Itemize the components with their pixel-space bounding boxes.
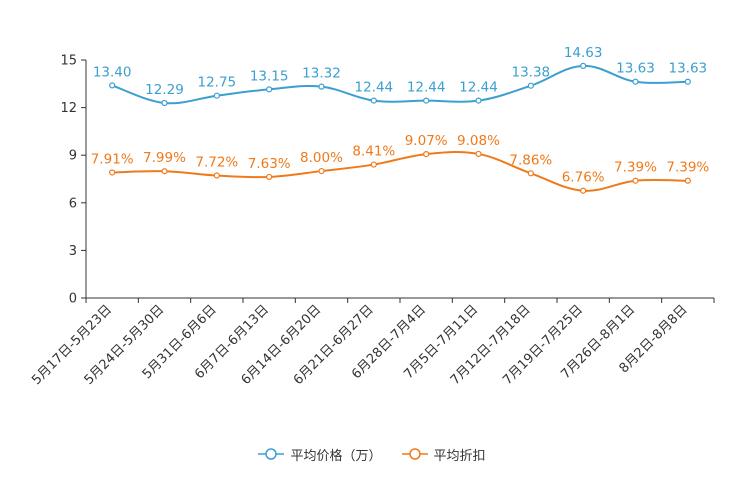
y-tick-label: 9 <box>69 149 77 164</box>
series-0-data-label: 12.44 <box>355 80 394 96</box>
series-1-data-label: 7.91% <box>91 151 134 167</box>
series-0-point <box>475 97 482 104</box>
series-1-data-label: 7.39% <box>614 160 657 176</box>
series-0-data-label: 13.63 <box>616 61 655 77</box>
series-0-data-label: 14.63 <box>564 45 603 61</box>
legend-item-price[interactable]: 平均价格（万） <box>258 445 382 464</box>
series-1-point <box>684 177 691 184</box>
series-0-data-label: 12.44 <box>459 80 498 96</box>
series-0-data-label: 12.29 <box>145 82 184 98</box>
series-0-point <box>580 62 587 69</box>
series-1-point <box>527 170 534 177</box>
series-1-data-label: 7.72% <box>195 155 238 171</box>
series-0-point <box>684 78 691 85</box>
series-0-data-label: 13.15 <box>250 68 289 84</box>
series-0-data-label: 13.63 <box>669 61 708 77</box>
series-0-line <box>111 64 688 105</box>
series-1-data-label: 9.07% <box>405 133 448 149</box>
series-1-point <box>109 169 116 176</box>
y-tick-label: 6 <box>69 196 77 211</box>
legend-price-label: 平均价格（万） <box>290 448 382 464</box>
legend-discount-marker-icon <box>401 448 428 460</box>
series-1-data-label: 9.08% <box>457 133 500 149</box>
series-1-point <box>318 167 325 175</box>
series-1-point <box>580 187 587 194</box>
y-tick-label: 3 <box>69 244 77 259</box>
series-0-point <box>161 99 168 107</box>
series-0-data-label: 13.38 <box>512 65 551 81</box>
legend: 平均价格（万） 平均折扣 <box>0 444 744 464</box>
series-0-point <box>632 78 639 85</box>
legend-item-discount[interactable]: 平均折扣 <box>401 445 486 464</box>
series-0-point <box>423 97 430 104</box>
y-tick-label: 0 <box>69 292 77 307</box>
series-1-data-label: 8.00% <box>300 150 343 166</box>
legend-price-marker-icon <box>258 448 285 460</box>
y-tick-label: 12 <box>60 101 77 116</box>
series-0-point <box>318 83 325 90</box>
series-1-data-label: 7.39% <box>666 160 709 176</box>
series-0-point <box>370 97 377 104</box>
series-1-point <box>213 172 220 179</box>
series-1-data-label: 7.99% <box>143 150 186 166</box>
y-tick-label: 15 <box>60 54 77 69</box>
series-1-point <box>475 150 482 158</box>
series-0-point <box>266 86 273 93</box>
series-1-data-label: 7.86% <box>509 152 552 168</box>
series-1-point <box>266 173 273 181</box>
series-0-data-label: 13.40 <box>93 64 132 80</box>
series-0-point <box>213 92 220 99</box>
series-1-data-label: 7.63% <box>248 156 291 172</box>
series-0-data-label: 12.75 <box>198 75 237 91</box>
series-1-point <box>423 150 430 158</box>
series-1-point <box>161 168 168 175</box>
series-1-point <box>370 161 377 168</box>
series-0-point <box>109 82 116 89</box>
series-0-point <box>527 82 534 89</box>
legend-discount-label: 平均折扣 <box>433 448 486 464</box>
series-1-line <box>112 150 688 192</box>
series-1-point <box>632 177 639 184</box>
series-1-data-label: 8.41% <box>352 144 395 160</box>
series-0-data-label: 12.44 <box>407 80 446 96</box>
series-1-data-label: 6.76% <box>562 170 605 186</box>
series-0-data-label: 13.32 <box>302 66 341 82</box>
